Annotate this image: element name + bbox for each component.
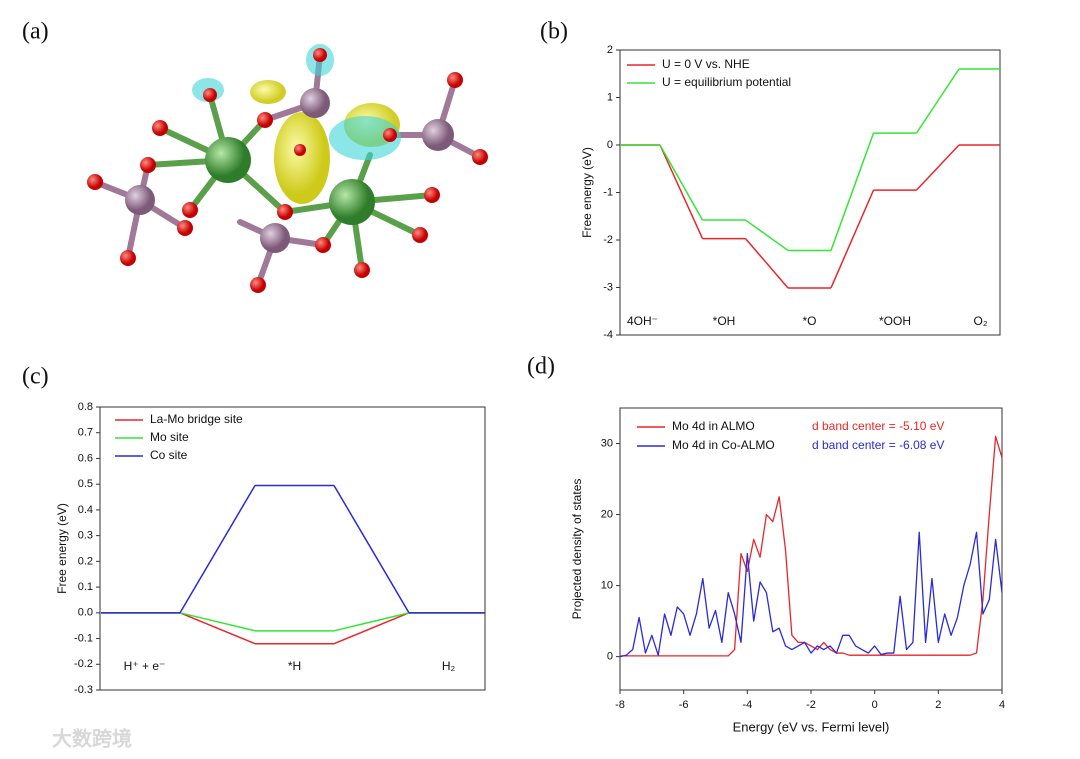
connector [659, 144, 704, 221]
legend-label: Co site [150, 448, 188, 462]
y-tick-label: 1 [607, 91, 613, 103]
panel-label: (b) [540, 19, 568, 45]
plot-frame [99, 406, 486, 691]
legend-label: U = equilibrium potential [662, 75, 791, 89]
connector [744, 238, 789, 289]
connector [179, 612, 256, 645]
category-label: *OH [713, 314, 736, 328]
category-label: 4OH⁻ [627, 314, 658, 328]
legend-label: Mo 4d in ALMO [672, 419, 755, 433]
y-tick-label: 0.7 [78, 427, 93, 439]
category-label: H⁺ + e⁻ [124, 659, 166, 673]
panel-label: (d) [527, 354, 555, 380]
y-tick-label: 0.6 [78, 452, 93, 464]
category-label: O₂ [974, 314, 988, 328]
category-label: *OOH [879, 314, 911, 328]
y-tick-label: 10 [601, 579, 613, 591]
annotation: d band center = -5.10 eV [812, 419, 944, 433]
y-tick-label: 2 [607, 44, 613, 56]
legend-label: U = 0 V vs. NHE [662, 57, 750, 71]
panel-label: (a) [22, 19, 49, 45]
category-label: *H [288, 659, 301, 673]
annotation: d band center = -6.08 eV [812, 438, 944, 452]
connector [333, 612, 410, 645]
connector [179, 612, 256, 632]
connector [333, 485, 410, 614]
y-tick-label: -0.3 [74, 684, 93, 696]
y-tick-label: 0.8 [78, 401, 93, 413]
connector [745, 219, 789, 252]
y-axis-label: Free energy (eV) [580, 147, 594, 238]
y-tick-label: 0.3 [78, 530, 93, 542]
connector [830, 132, 875, 251]
x-axis-label: Energy (eV vs. Fermi level) [733, 719, 890, 734]
x-tick-label: -2 [806, 699, 816, 711]
category-label: H₂ [442, 659, 456, 673]
watermark: 大数跨境 [52, 726, 132, 750]
connector [659, 144, 704, 239]
connector [830, 189, 875, 289]
connector [915, 68, 960, 134]
y-tick-label: 20 [601, 508, 613, 520]
x-tick-label: 2 [935, 699, 941, 711]
y-tick-label: -1 [603, 186, 613, 198]
connector [333, 612, 410, 632]
connector [915, 144, 960, 191]
y-axis-label: Projected density of states [570, 479, 584, 620]
y-tick-label: 0.0 [78, 607, 93, 619]
y-tick-label: 30 [601, 437, 613, 449]
y-tick-label: -2 [603, 234, 613, 246]
y-tick-label: 0 [607, 651, 613, 663]
y-tick-label: -4 [603, 329, 613, 341]
y-tick-label: 0.2 [78, 555, 93, 567]
legend-label: Mo site [150, 430, 189, 444]
y-tick-label: -0.2 [74, 658, 93, 670]
y-tick-label: -0.1 [74, 632, 93, 644]
y-tick-label: 0.5 [78, 478, 93, 490]
series-line [620, 531, 1002, 658]
y-tick-label: -3 [603, 281, 613, 293]
molecule [87, 44, 488, 293]
x-tick-label: -4 [742, 699, 752, 711]
x-tick-label: -8 [615, 699, 625, 711]
y-tick-label: 0 [607, 139, 613, 151]
x-tick-label: -6 [679, 699, 689, 711]
panel-label: (c) [22, 364, 49, 390]
legend-label: La-Mo bridge site [150, 412, 243, 426]
y-axis-label: Free energy (eV) [55, 503, 69, 594]
x-tick-label: 0 [872, 699, 878, 711]
connector [179, 485, 256, 614]
y-tick-label: 0.4 [78, 504, 93, 516]
y-tick-label: 0.1 [78, 581, 93, 593]
legend-label: Mo 4d in Co-ALMO [672, 438, 775, 452]
category-label: *O [802, 314, 816, 328]
series-line [620, 435, 1002, 657]
x-tick-label: 4 [999, 699, 1005, 711]
